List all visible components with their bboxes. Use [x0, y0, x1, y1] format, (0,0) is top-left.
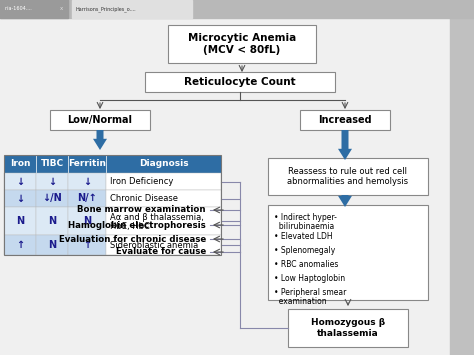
- Text: ↓: ↓: [48, 176, 56, 186]
- FancyBboxPatch shape: [106, 173, 221, 190]
- FancyBboxPatch shape: [68, 235, 106, 255]
- Text: Sideroblastic anemia: Sideroblastic anemia: [110, 240, 198, 250]
- Text: Low/Normal: Low/Normal: [67, 115, 133, 125]
- Text: • Peripheral smear: • Peripheral smear: [274, 288, 346, 297]
- FancyBboxPatch shape: [268, 158, 428, 195]
- Text: Aα and β thalassemia,: Aα and β thalassemia,: [110, 213, 204, 222]
- Text: nia-1604....: nia-1604....: [4, 6, 32, 11]
- Text: • Splenomegaly: • Splenomegaly: [274, 246, 335, 255]
- FancyBboxPatch shape: [4, 173, 36, 190]
- Text: Ferritin: Ferritin: [68, 159, 106, 169]
- Polygon shape: [338, 130, 352, 160]
- Text: Homozygous β
thalassemia: Homozygous β thalassemia: [311, 318, 385, 338]
- Text: Iron Deficiency: Iron Deficiency: [110, 177, 173, 186]
- FancyBboxPatch shape: [106, 235, 221, 255]
- Text: Microcytic Anemia
(MCV < 80fL): Microcytic Anemia (MCV < 80fL): [188, 33, 296, 55]
- Text: ↓: ↓: [83, 176, 91, 186]
- Polygon shape: [93, 130, 107, 150]
- Text: N: N: [16, 216, 24, 226]
- FancyBboxPatch shape: [300, 110, 390, 130]
- Text: Chronic Disease: Chronic Disease: [110, 194, 178, 203]
- Text: N: N: [83, 216, 91, 226]
- Text: N/↑: N/↑: [77, 193, 97, 203]
- Text: Reticulocyte Count: Reticulocyte Count: [184, 77, 296, 87]
- Text: ↑: ↑: [83, 240, 91, 250]
- Text: • Indirect hyper-: • Indirect hyper-: [274, 213, 337, 222]
- Text: • RBC anomalies: • RBC anomalies: [274, 260, 338, 269]
- Text: x: x: [60, 6, 63, 11]
- Text: • Elevated LDH: • Elevated LDH: [274, 232, 333, 241]
- Bar: [0, 0, 474, 18]
- FancyBboxPatch shape: [145, 72, 335, 92]
- FancyBboxPatch shape: [4, 235, 36, 255]
- Text: Iron: Iron: [10, 159, 30, 169]
- Text: N: N: [48, 216, 56, 226]
- FancyBboxPatch shape: [68, 173, 106, 190]
- Text: Evaluate for cause: Evaluate for cause: [116, 247, 206, 257]
- Text: Bone marrow examination: Bone marrow examination: [78, 206, 206, 214]
- Text: Reassess to rule out red cell
abnormalities and hemolysis: Reassess to rule out red cell abnormalit…: [287, 167, 409, 186]
- Text: Hamoglobin electrophoresis: Hamoglobin electrophoresis: [68, 220, 206, 229]
- Bar: [72, 0, 192, 18]
- Text: TIBC: TIBC: [40, 159, 64, 169]
- Bar: [0, 0, 68, 18]
- FancyBboxPatch shape: [36, 207, 68, 235]
- Text: bilirubinaemia: bilirubinaemia: [274, 222, 334, 231]
- FancyBboxPatch shape: [68, 155, 106, 173]
- FancyBboxPatch shape: [68, 190, 106, 207]
- Text: Evaluation for chronic disease: Evaluation for chronic disease: [59, 235, 206, 244]
- Text: ↓/N: ↓/N: [42, 193, 62, 203]
- Bar: [450, 18, 474, 355]
- Text: Increased: Increased: [318, 115, 372, 125]
- Text: examination: examination: [274, 297, 327, 306]
- FancyBboxPatch shape: [4, 155, 36, 173]
- Text: • Low Haptoglobin: • Low Haptoglobin: [274, 274, 345, 283]
- FancyBboxPatch shape: [68, 207, 106, 235]
- FancyBboxPatch shape: [288, 309, 408, 347]
- FancyBboxPatch shape: [36, 155, 68, 173]
- Text: ↓: ↓: [16, 193, 24, 203]
- Text: ↓: ↓: [16, 176, 24, 186]
- FancyBboxPatch shape: [106, 190, 221, 207]
- Text: Diagnosis: Diagnosis: [139, 159, 188, 169]
- FancyBboxPatch shape: [168, 25, 316, 63]
- FancyBboxPatch shape: [36, 235, 68, 255]
- Polygon shape: [338, 195, 352, 207]
- Text: Harrisons_Principles_o....: Harrisons_Principles_o....: [76, 6, 137, 12]
- FancyBboxPatch shape: [106, 155, 221, 173]
- FancyBboxPatch shape: [106, 207, 221, 235]
- FancyBboxPatch shape: [268, 205, 428, 300]
- Text: N: N: [48, 240, 56, 250]
- FancyBboxPatch shape: [4, 207, 36, 235]
- FancyBboxPatch shape: [36, 190, 68, 207]
- FancyBboxPatch shape: [36, 173, 68, 190]
- Text: HbE, HbC: HbE, HbC: [110, 222, 150, 230]
- Text: ↑: ↑: [16, 240, 24, 250]
- FancyBboxPatch shape: [4, 190, 36, 207]
- FancyBboxPatch shape: [50, 110, 150, 130]
